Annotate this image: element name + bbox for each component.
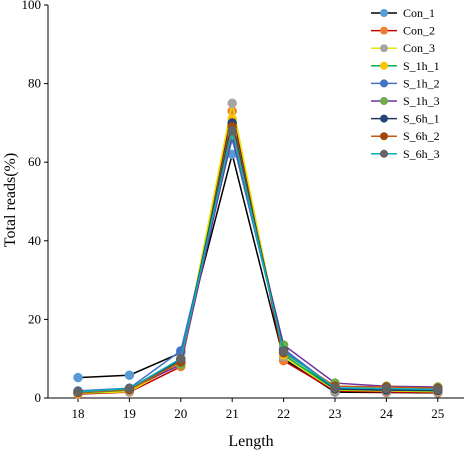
- legend-marker: [380, 61, 388, 70]
- series-line: [77, 134, 438, 393]
- legend-marker: [380, 149, 388, 158]
- data-point: [381, 383, 392, 394]
- series-Con_1: [73, 149, 443, 398]
- series-Con_3: [73, 98, 443, 399]
- data-point: [433, 384, 443, 395]
- x-tick-label: 20: [174, 406, 187, 421]
- legend-label: S_6h_2: [403, 129, 440, 143]
- legend-marker: [380, 114, 388, 123]
- x-tick-label: 25: [431, 406, 444, 421]
- legend-label: S_1h_2: [403, 76, 440, 90]
- legend-item: Con_1: [371, 6, 435, 20]
- legend-marker: [380, 44, 388, 53]
- data-point: [73, 386, 83, 397]
- y-tick-label: 20: [28, 311, 41, 326]
- series-S_1h_2: [73, 133, 443, 396]
- x-tick-label: 18: [72, 406, 85, 421]
- legend-marker: [380, 26, 388, 35]
- legend-item: S_1h_3: [371, 94, 440, 108]
- legend-label: S_6h_1: [403, 112, 440, 126]
- x-tick-label: 22: [277, 406, 290, 421]
- series-layer: [73, 98, 443, 399]
- x-axis-title: Length: [228, 433, 273, 450]
- y-tick-label: 40: [28, 233, 41, 248]
- x-tick-label: 24: [380, 406, 394, 421]
- x-tick-label: 21: [226, 406, 239, 421]
- y-tick-label: 100: [22, 0, 42, 12]
- legend-label: S_1h_3: [403, 94, 440, 108]
- axes: 0 20 40 60 80 100 18 19 20 21 22 23 24 25: [22, 0, 464, 421]
- x-tick-label: 19: [123, 406, 136, 421]
- data-point: [330, 383, 340, 393]
- series-line: [77, 154, 438, 394]
- series-S_6h_2: [73, 122, 443, 398]
- series-S_6h_3: [73, 126, 443, 397]
- data-point: [176, 353, 186, 364]
- legend-item: Con_3: [371, 41, 435, 55]
- data-point: [124, 383, 135, 394]
- data-point: [73, 372, 83, 383]
- data-point: [227, 126, 237, 136]
- legend-marker: [380, 97, 388, 105]
- x-tick-label: 23: [329, 406, 342, 421]
- legend-label: Con_2: [403, 24, 435, 38]
- series-line: [77, 138, 438, 392]
- y-tick-label: 80: [28, 76, 41, 91]
- legend-marker: [380, 9, 388, 17]
- legend-label: Con_1: [403, 6, 435, 20]
- series-line: [77, 130, 438, 393]
- legend-item: S_6h_3: [371, 147, 440, 161]
- legend-item: S_6h_1: [371, 112, 440, 126]
- legend-item: S_1h_1: [371, 59, 440, 73]
- legend-label: S_1h_1: [403, 59, 440, 73]
- data-point: [124, 370, 135, 380]
- legend-label: Con_3: [403, 41, 435, 55]
- legend-marker: [380, 132, 388, 141]
- legend-item: S_6h_2: [371, 129, 440, 143]
- series-Con_2: [73, 106, 443, 399]
- y-tick-label: 0: [35, 390, 42, 405]
- data-point: [227, 98, 237, 108]
- y-axis-title: Total reads(%): [2, 153, 19, 247]
- y-tick-label: 60: [28, 154, 41, 169]
- legend-item: Con_2: [371, 24, 435, 38]
- data-point: [278, 346, 289, 357]
- legend: Con_1 Con_2 Con_3 S_1h_1 S_1h_2 S_1h_3 S_6h_1 S…: [371, 6, 440, 161]
- legend-label: S_6h_3: [403, 147, 440, 161]
- legend-marker: [380, 79, 388, 88]
- series-line: [77, 103, 438, 395]
- series-line: [77, 126, 438, 394]
- series-S_1h_3: [73, 129, 443, 397]
- legend-item: S_1h_2: [371, 76, 440, 90]
